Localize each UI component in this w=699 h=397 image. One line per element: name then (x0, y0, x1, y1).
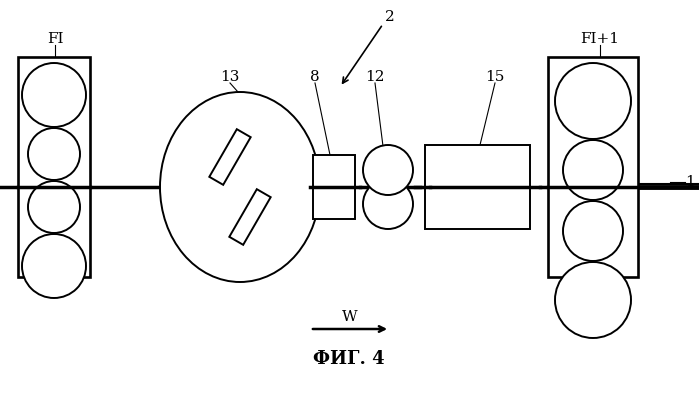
Text: 2: 2 (385, 10, 395, 24)
Bar (313, 155, 355, 219)
Circle shape (363, 145, 413, 195)
Bar (548, 57, 638, 277)
Ellipse shape (160, 92, 320, 282)
Polygon shape (229, 189, 271, 245)
Circle shape (363, 179, 413, 229)
Circle shape (563, 201, 623, 261)
Circle shape (563, 140, 623, 200)
Polygon shape (209, 129, 251, 185)
Circle shape (22, 234, 86, 298)
Circle shape (28, 181, 80, 233)
Circle shape (28, 128, 80, 180)
Circle shape (555, 262, 631, 338)
Bar (18, 57, 90, 277)
Circle shape (22, 63, 86, 127)
Text: 15: 15 (485, 70, 505, 84)
Text: FI: FI (47, 32, 63, 46)
Text: FI+1: FI+1 (580, 32, 619, 46)
Circle shape (555, 63, 631, 139)
Bar (425, 145, 530, 229)
Text: 13: 13 (220, 70, 240, 84)
Text: 1: 1 (685, 175, 695, 189)
Text: 8: 8 (310, 70, 320, 84)
Text: W: W (343, 310, 358, 324)
Text: ФИГ. 4: ФИГ. 4 (313, 350, 385, 368)
Text: 12: 12 (366, 70, 384, 84)
